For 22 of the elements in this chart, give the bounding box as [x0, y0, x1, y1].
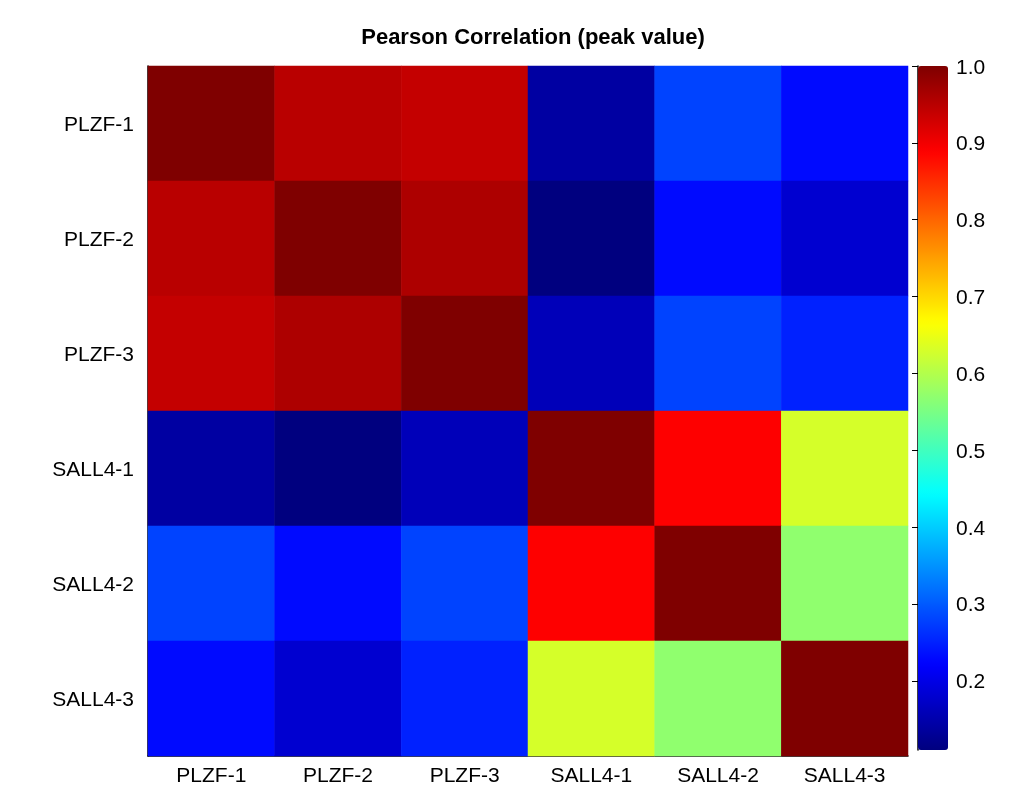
color-bar-label: 0.3 — [956, 592, 986, 616]
y-tick-label: SALL4-3 — [52, 687, 134, 710]
x-tick-label: SALL4-3 — [803, 763, 886, 785]
color-bar-label: 0.5 — [956, 438, 986, 462]
x-tick-label: PLZF-3 — [429, 763, 500, 785]
color-bar-label: 0.6 — [956, 361, 986, 385]
x-tick-label: PLZF-1 — [176, 763, 247, 785]
y-tick-label: SALL4-2 — [52, 572, 134, 595]
y-tick-label: PLZF-2 — [63, 227, 134, 250]
x-tick-label: PLZF-2 — [302, 763, 374, 785]
color-bar-label: 0.7 — [956, 285, 986, 309]
y-tick-label: SALL4-1 — [52, 457, 134, 480]
y-tick-label: PLZF-1 — [63, 112, 134, 135]
x-tick-label: SALL4-1 — [550, 763, 633, 785]
color-bar-label: 0.4 — [956, 515, 986, 539]
color-bar-label: 1.0 — [956, 54, 986, 78]
color-bar-label: 0.8 — [956, 208, 986, 232]
chart-title: Pearson Correlation (peak value) — [361, 23, 705, 49]
color-bar-label: 0.2 — [956, 669, 986, 693]
color-bar-label: 0.9 — [956, 131, 986, 155]
x-tick-label: SALL4-2 — [677, 763, 759, 785]
y-tick-label: PLZF-3 — [63, 342, 134, 365]
